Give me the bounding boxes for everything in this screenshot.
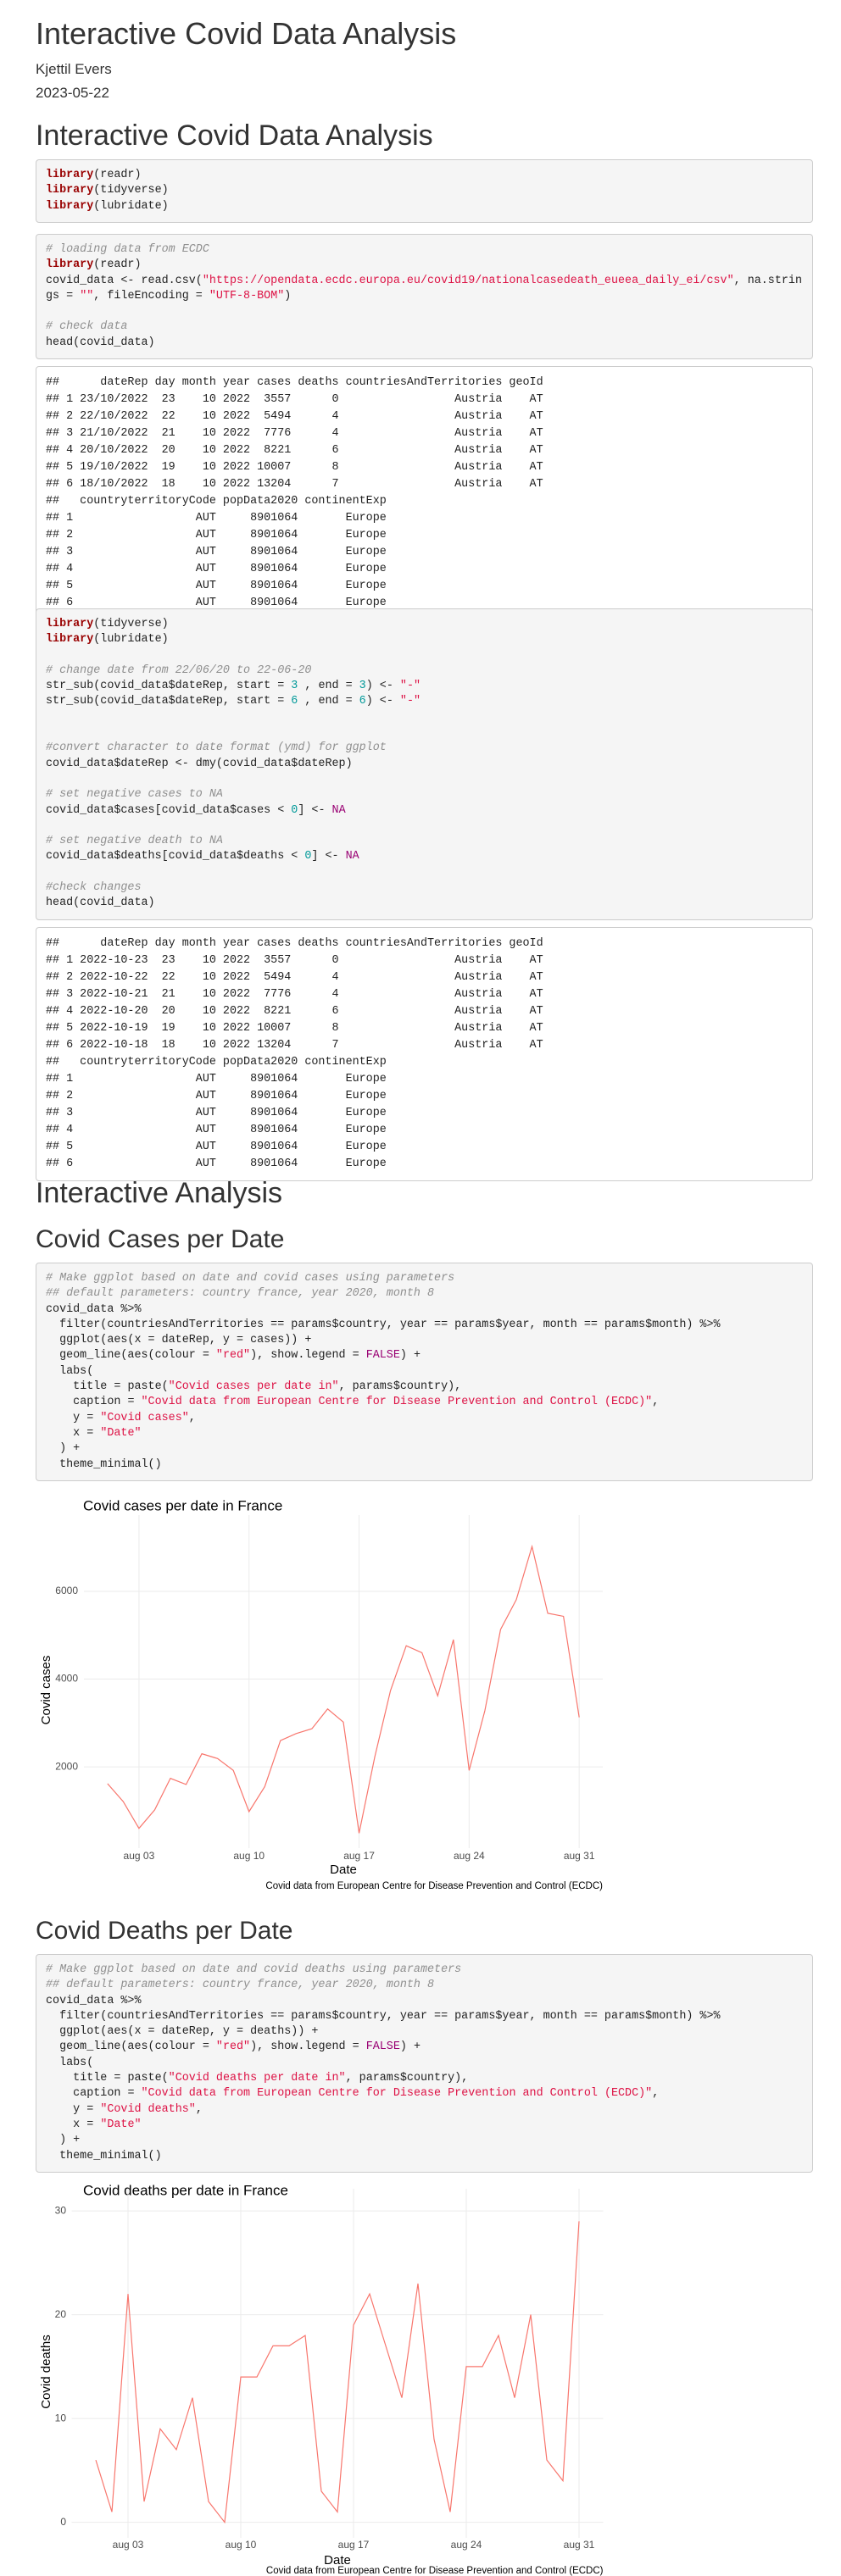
doc-title: Interactive Covid Data Analysis [36,16,457,51]
chart: Covid cases per date in France 2000 4000 60… [39,1497,603,1891]
caption: Covid data from European Centre for Dise… [265,1881,603,1891]
x-tick-label: aug 24 [451,2539,482,2551]
code-block: # Make ggplot based on date and covid de… [36,1954,813,2173]
caption: Covid data from European Centre for Dise… [266,2566,604,2576]
x-axis-label: Date [330,1863,357,1877]
y-tick-label: 6000 [55,1585,78,1596]
code-block: library(readr) library(tidyverse) librar… [36,159,813,223]
chart-title: Covid cases per date in France [83,1497,282,1513]
x-tick-label: aug 24 [454,1850,485,1862]
author: Kjettil Evers [36,61,112,77]
code-block: # Make ggplot based on date and covid ca… [36,1263,813,1481]
y-axis-label: Covid deaths [39,2334,53,2409]
chart-title: Covid deaths per date in France [83,2182,288,2198]
y-tick-label: 20 [55,2308,67,2320]
y-tick-label: 10 [55,2412,67,2423]
heading: Covid Cases per Date [36,1225,285,1253]
date: 2023-05-22 [36,85,109,101]
y-tick-label: 2000 [55,1760,78,1772]
code-block: # loading data from ECDC library(readr) … [36,234,813,360]
output-block: ## dateRep day month year cases deaths c… [36,927,813,1181]
x-tick-label: aug 17 [343,1850,375,1862]
x-tick-label: aug 03 [124,1850,155,1862]
heading: Interactive Covid Data Analysis [36,119,433,152]
data-line [95,2221,580,2524]
y-tick-label: 30 [55,2204,67,2216]
x-tick-label: aug 17 [338,2539,370,2551]
x-tick-label: aug 03 [113,2539,144,2551]
y-tick-label: 0 [60,2516,66,2528]
y-tick-label: 4000 [55,1673,78,1685]
heading: Covid Deaths per Date [36,1917,293,1945]
x-axis-label: Date [324,2553,351,2568]
x-tick-label: aug 31 [564,1850,595,1862]
chart: Covid deaths per date in France 0 10 20 30 au… [39,2182,604,2576]
x-tick-label: aug 10 [226,2539,257,2551]
heading: Interactive Analysis [36,1177,283,1209]
output-block: ## dateRep day month year cases deaths c… [36,366,813,620]
x-tick-label: aug 31 [564,2539,595,2551]
data-line [107,1544,580,1834]
x-tick-label: aug 10 [233,1850,265,1862]
code-block: library(tidyverse) library(lubridate) # … [36,608,813,920]
y-axis-label: Covid cases [39,1656,53,1725]
